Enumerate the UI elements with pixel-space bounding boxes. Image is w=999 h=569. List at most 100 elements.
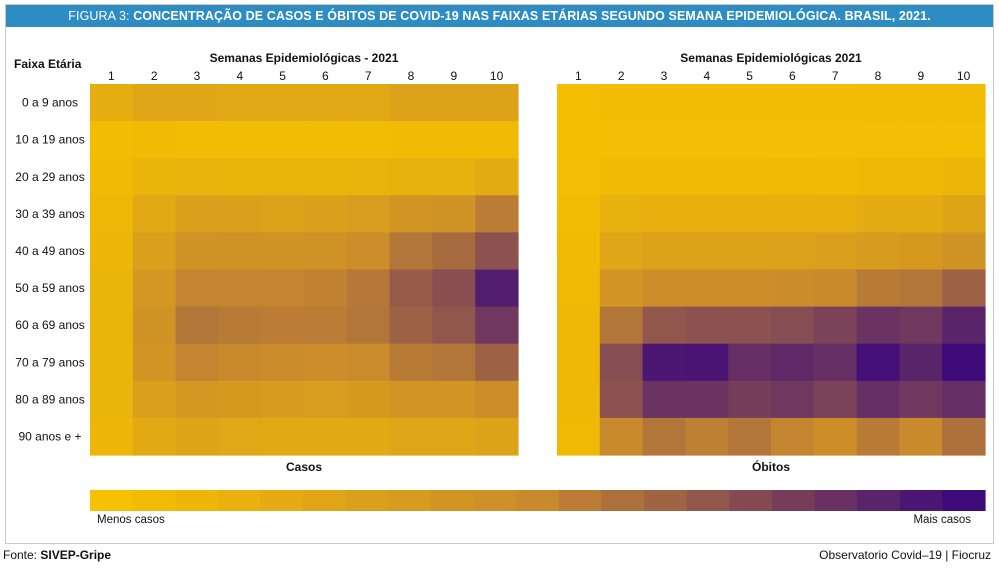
panel-title: Semanas Epidemiológicas 2021 (680, 51, 862, 65)
legend-swatch (388, 490, 432, 511)
heatmap-cell (432, 158, 476, 196)
heatmap-cell (771, 380, 815, 419)
heatmap-cell (813, 306, 858, 345)
heatmap-cell (175, 417, 219, 456)
heatmap-cell (557, 269, 601, 308)
row-tick-label: 10 a 19 anos (15, 133, 84, 147)
heatmap-cell (899, 343, 943, 382)
legend-swatch (942, 490, 986, 511)
heatmap-cell (557, 232, 601, 271)
legend-swatch (729, 490, 773, 511)
heatmap-cell (389, 343, 433, 382)
heatmap-cell (475, 121, 519, 159)
heatmap-cell (942, 269, 986, 308)
column-tick-label: 4 (703, 69, 710, 83)
legend-low-label: Menos casos (97, 514, 165, 526)
heatmap-cell (389, 158, 433, 196)
heatmap-cell (942, 380, 986, 419)
heatmap-cell (175, 232, 219, 271)
heatmap-cell (304, 84, 348, 122)
legend-swatch (90, 490, 134, 511)
heatmap-cell (942, 417, 986, 456)
heatmap-cell (346, 121, 391, 159)
heatmap-cell (346, 232, 391, 271)
panel-xlabel: Óbitos (752, 459, 790, 474)
heatmap-cell (856, 158, 900, 196)
heatmap-cell (813, 380, 858, 419)
heatmap-cell (475, 306, 519, 345)
heatmap-cell (557, 121, 601, 159)
heatmap-cell (942, 306, 986, 345)
heatmap-cell (218, 306, 262, 345)
heatmap-cell (942, 343, 986, 382)
heatmap-cell (90, 121, 134, 159)
heatmap-cell (685, 195, 729, 233)
heatmap-cell (899, 121, 943, 159)
heatmap-cell (771, 121, 815, 159)
heatmap-cell (771, 306, 815, 345)
heatmap-cell (432, 195, 476, 233)
heatmap-cell (218, 121, 262, 159)
row-tick-label: 50 a 59 anos (15, 281, 84, 295)
heatmap-cell (856, 269, 900, 308)
heatmap-cell (132, 84, 177, 122)
heatmap-cell (899, 380, 943, 419)
heatmap-cell (389, 195, 433, 233)
heatmap-cell (132, 121, 177, 159)
heatmap-cell (175, 380, 219, 419)
heatmap-cell (728, 380, 772, 419)
row-tick-label: 20 a 29 anos (15, 170, 84, 184)
heatmap-cell (899, 84, 943, 122)
heatmap-cell (813, 84, 858, 122)
heatmap-cell (432, 84, 476, 122)
heatmap-cell (557, 158, 601, 196)
heatmap-cell (304, 269, 348, 308)
legend-swatch (857, 490, 901, 511)
heatmap-cell (304, 232, 348, 271)
legend-swatch (644, 490, 688, 511)
heatmap-cell (813, 269, 858, 308)
column-tick-label: 5 (746, 69, 753, 83)
heatmap-cell (346, 417, 391, 456)
heatmap-cell (218, 84, 262, 122)
heatmap-cell (90, 306, 134, 345)
heatmap-cell (475, 380, 519, 419)
heatmap-cell (642, 232, 686, 271)
heatmap-cell (899, 195, 943, 233)
heatmap-cell (599, 121, 644, 159)
heatmap-cell (475, 232, 519, 271)
heatmap-cell (90, 380, 134, 419)
heatmap-cell (728, 84, 772, 122)
heatmap-cell (599, 84, 644, 122)
heatmap-cell (389, 121, 433, 159)
heatmap-cell (557, 195, 601, 233)
heatmap-cell (304, 158, 348, 196)
heatmap-cell (942, 195, 986, 233)
figure-title-lead: FIGURA 3: (68, 9, 130, 23)
heatmap-cell (304, 343, 348, 382)
heatmap-cell (728, 158, 772, 196)
heatmap-cell (557, 306, 601, 345)
heatmap-cell (132, 232, 177, 271)
heatmap-cell (304, 121, 348, 159)
heatmap-cell (642, 84, 686, 122)
heatmap-cell (346, 269, 391, 308)
heatmap-cell (132, 306, 177, 345)
heatmap-cell (813, 158, 858, 196)
row-tick-label: 60 a 69 anos (15, 318, 84, 332)
heatmap-cell (642, 306, 686, 345)
heatmap-cell (899, 417, 943, 456)
heatmap-cell (389, 380, 433, 419)
row-axis-title: Faixa Etária (14, 57, 82, 71)
heatmap-cell (432, 121, 476, 159)
heatmap-cell (346, 195, 391, 233)
heatmap-cell (432, 417, 476, 456)
heatmap-cell (389, 417, 433, 456)
heatmap-cell (389, 84, 433, 122)
heatmap-cell (261, 195, 305, 233)
heatmap-cell (175, 343, 219, 382)
heatmap-cell (132, 158, 177, 196)
heatmap-cell (771, 158, 815, 196)
heatmap-cell (942, 121, 986, 159)
